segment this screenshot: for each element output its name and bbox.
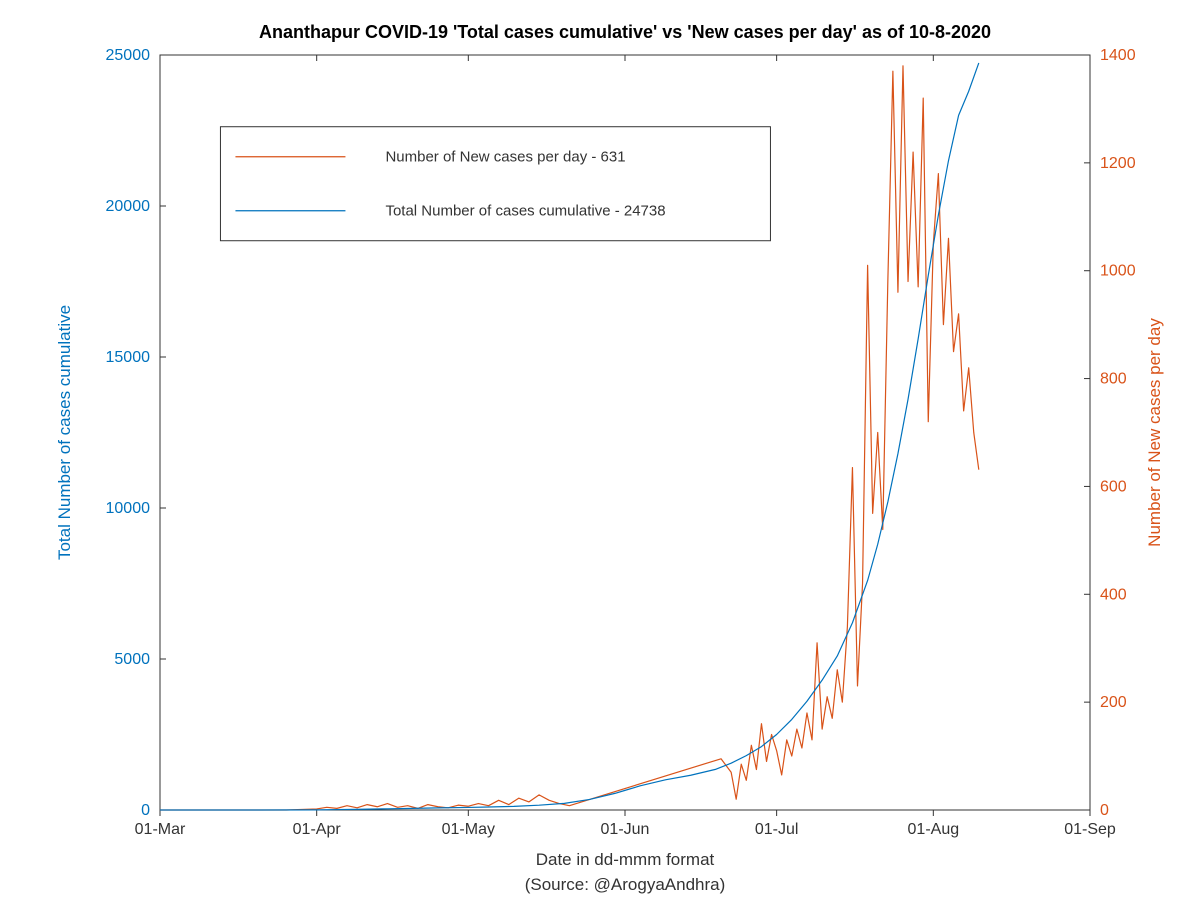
x-tick-label: 01-Jun	[601, 821, 650, 838]
legend-label-cumulative: Total Number of cases cumulative - 24738	[385, 203, 665, 220]
x-tick-label: 01-May	[442, 821, 495, 838]
y-right-tick-label: 1400	[1100, 47, 1136, 64]
y-left-tick-label: 5000	[114, 651, 150, 668]
chart-title: Ananthapur COVID-19 'Total cases cumulat…	[259, 22, 991, 42]
x-tick-label: 01-Mar	[135, 821, 186, 838]
y-left-tick-label: 15000	[106, 349, 151, 366]
x-tick-label: 01-Apr	[293, 821, 342, 838]
y-left-tick-label: 10000	[106, 500, 151, 517]
y-right-tick-label: 0	[1100, 802, 1109, 819]
chart-svg: 01-Mar 01-Apr 01-May 01-Jun 01-Jul 01-Aug 01-S…	[0, 0, 1200, 900]
y-right-tick-label: 1200	[1100, 155, 1136, 172]
y-right-tick-label: 1000	[1100, 263, 1136, 280]
x-tick-label: 01-Aug	[908, 821, 960, 838]
x-tick-label: 01-Jul	[755, 821, 799, 838]
x-axis-label-line1: Date in dd-mmm format	[536, 850, 715, 869]
y-left-tick-label: 20000	[106, 198, 151, 215]
y-right-axis-label: Number of New cases per day	[1145, 318, 1164, 547]
legend-label-newcases: Number of New cases per day - 631	[385, 149, 625, 166]
x-axis-label-line2: (Source: @ArogyaAndhra)	[525, 875, 726, 894]
y-left-tick-label: 0	[141, 802, 150, 819]
chart-container: 01-Mar 01-Apr 01-May 01-Jun 01-Jul 01-Aug 01-S…	[0, 0, 1200, 900]
y-right-tick-label: 600	[1100, 478, 1127, 495]
x-tick-label: 01-Sep	[1064, 821, 1116, 838]
y-left-tick-label: 25000	[106, 47, 151, 64]
y-left-axis-label: Total Number of cases cumulative	[55, 305, 74, 560]
y-right-tick-label: 200	[1100, 694, 1127, 711]
y-right-tick-label: 800	[1100, 371, 1127, 388]
legend-box	[220, 127, 770, 241]
y-right-tick-label: 400	[1100, 586, 1127, 603]
